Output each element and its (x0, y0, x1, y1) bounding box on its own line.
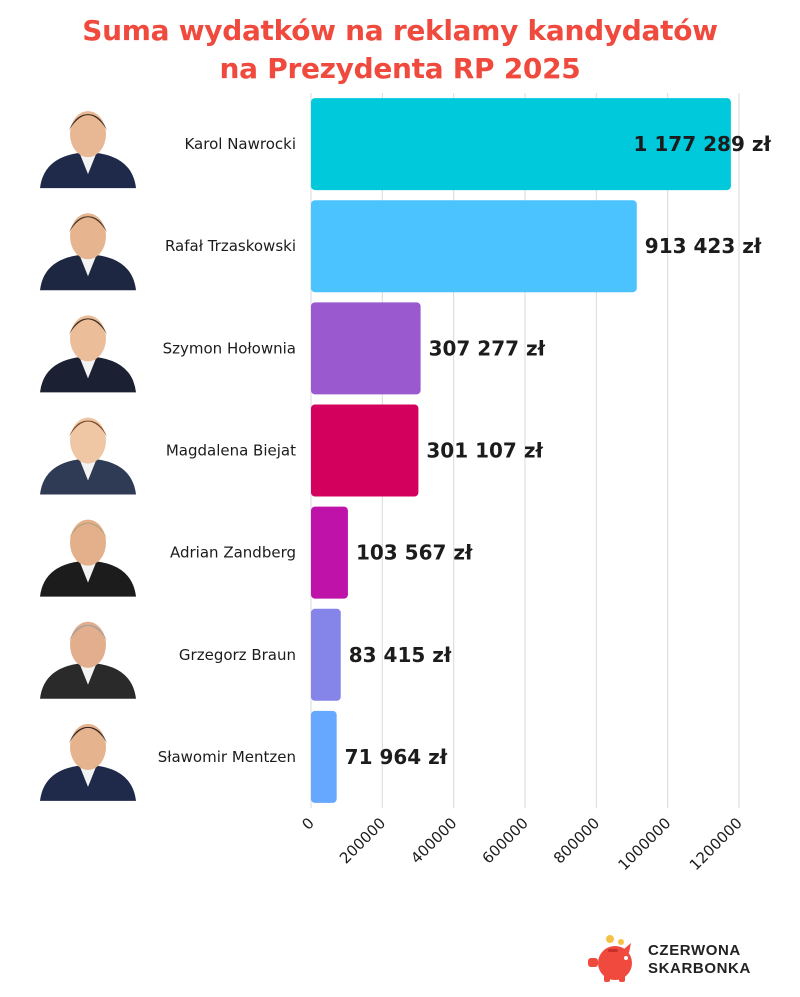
value-label: 83 415 zł (349, 643, 452, 667)
portrait-collar (80, 562, 96, 583)
category-label: Karol Nawrocki (184, 135, 296, 153)
portrait-hair (69, 114, 107, 131)
x-tick-label: 0 (298, 814, 317, 833)
candidate-portrait (38, 100, 138, 191)
piggy-bank-icon (588, 935, 632, 982)
portrait-face (70, 417, 106, 464)
portrait-collar (80, 358, 96, 379)
category-label: Sławomir Mentzen (158, 748, 296, 766)
portrait-face (70, 111, 106, 158)
x-axis-ticks: 0 200000 400000 600000 800000 1000000 1200000 (298, 814, 745, 874)
bar (311, 200, 637, 293)
chart-title-line-2: na Prezydenta RP 2025 (219, 52, 581, 85)
value-label: 1 177 289 zł (634, 132, 772, 156)
portrait-collar (80, 154, 96, 175)
value-label: 301 107 zł (426, 439, 543, 463)
bar (311, 302, 421, 395)
x-tick-label: 1000000 (615, 814, 675, 874)
chart-title-line-1: Suma wydatków na reklamy kandydatów (82, 14, 718, 47)
portrait-collar (80, 664, 96, 685)
portrait-face (70, 621, 106, 668)
category-label: Magdalena Biejat (166, 442, 296, 460)
candidate-portrait (38, 202, 138, 293)
candidate-portrait (38, 712, 138, 803)
bar (311, 506, 348, 599)
candidate-portraits (38, 100, 138, 803)
portrait-hair (69, 522, 107, 539)
candidate-portrait (38, 406, 138, 497)
value-label: 307 277 zł (429, 336, 546, 360)
category-label: Adrian Zandberg (170, 544, 296, 562)
brand-logo: CZERWONA SKARBONKA (584, 934, 764, 984)
bar (311, 710, 337, 803)
bar (311, 98, 731, 191)
candidate-portrait (38, 610, 138, 701)
candidate-portrait (38, 508, 138, 599)
portrait-face (70, 315, 106, 362)
portrait-hair (69, 624, 107, 641)
value-label: 913 423 zł (645, 234, 762, 258)
x-tick-label: 600000 (479, 814, 532, 867)
value-labels: 1 177 289 zł 913 423 zł 307 277 zł 301 107 … (345, 132, 772, 769)
value-label: 103 567 zł (356, 541, 473, 565)
bar (311, 404, 419, 497)
brand-line-2: SKARBONKA (648, 960, 751, 977)
chart-title: Suma wydatków na reklamy kandydatów na P… (0, 12, 800, 88)
category-label: Szymon Hołownia (163, 339, 296, 357)
portrait-hair (69, 726, 107, 743)
candidate-portrait (38, 304, 138, 395)
portrait-collar (80, 766, 96, 787)
portrait-face (70, 723, 106, 770)
portrait-hair (69, 216, 107, 233)
portrait-hair (69, 420, 107, 437)
category-label: Grzegorz Braun (179, 646, 296, 664)
x-tick-label: 1200000 (686, 814, 746, 874)
category-label: Rafał Trzaskowski (165, 237, 296, 255)
x-tick-label: 200000 (336, 814, 389, 867)
brand-name: CZERWONA SKARBONKA (648, 942, 751, 978)
category-labels: Karol Nawrocki Rafał Trzaskowski Szymon Ho… (158, 135, 296, 766)
portrait-face (70, 519, 106, 566)
x-tick-label: 400000 (407, 814, 460, 867)
portrait-hair (69, 318, 107, 335)
portrait-collar (80, 256, 96, 277)
bars (311, 98, 731, 803)
portrait-face (70, 213, 106, 260)
bar (311, 608, 341, 701)
portrait-collar (80, 460, 96, 481)
x-tick-label: 800000 (550, 814, 603, 867)
value-label: 71 964 zł (345, 745, 448, 769)
brand-line-1: CZERWONA (648, 942, 741, 959)
